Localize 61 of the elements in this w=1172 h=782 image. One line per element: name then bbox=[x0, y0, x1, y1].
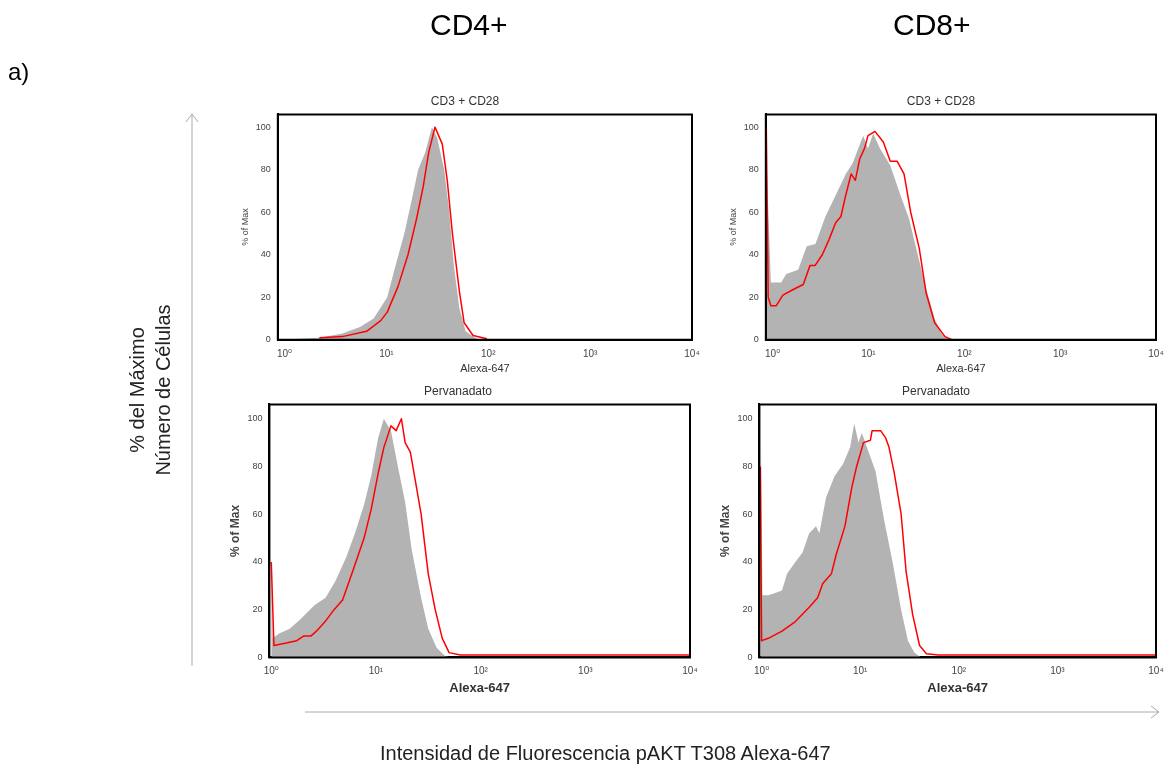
x-tick-label: 10² bbox=[951, 665, 967, 677]
y-tick-label: 40 bbox=[260, 249, 271, 260]
x-axis-title: Alexa-647 bbox=[449, 679, 511, 695]
y-axis-title: % of Max bbox=[727, 207, 738, 246]
y-tick-label: 100 bbox=[255, 121, 271, 132]
x-axis-title: Alexa-647 bbox=[927, 679, 989, 695]
y-axis-title: % of Max bbox=[717, 504, 732, 557]
y-tick-label: 0 bbox=[753, 334, 759, 345]
y-tick-label: 60 bbox=[252, 508, 263, 519]
chart-title: Pervanadato bbox=[901, 383, 971, 398]
x-tick-label: 10² bbox=[481, 347, 497, 359]
y-tick-label: 60 bbox=[742, 508, 753, 519]
x-tick-label: 10² bbox=[473, 665, 489, 677]
x-axis-title: Alexa-647 bbox=[460, 362, 510, 375]
x-tick-label: 10¹ bbox=[852, 665, 869, 677]
x-tick-label: 10⁰ bbox=[765, 347, 781, 359]
y-axis-title: % of Max bbox=[239, 207, 250, 246]
y-tick-label: 80 bbox=[748, 164, 759, 175]
y-tick-label: 100 bbox=[247, 413, 263, 424]
text: CD4+ bbox=[430, 8, 508, 42]
y-tick-label: 80 bbox=[742, 460, 753, 471]
y-tick-label: 20 bbox=[252, 604, 263, 615]
y-tick-label: 40 bbox=[748, 249, 759, 260]
chart-title: Pervanadato bbox=[423, 383, 493, 398]
x-tick-label: 10⁴ bbox=[684, 347, 700, 359]
y-tick-label: 0 bbox=[257, 651, 263, 662]
y-tick-label: 100 bbox=[737, 413, 753, 424]
y-tick-label: 0 bbox=[265, 334, 271, 345]
y-tick-label: 20 bbox=[742, 604, 753, 615]
y-tick-label: 40 bbox=[252, 556, 263, 567]
y-tick-label: 20 bbox=[748, 291, 759, 302]
text: CD8+ bbox=[893, 8, 971, 42]
x-tick-label: 10⁴ bbox=[1148, 347, 1164, 359]
text: a) bbox=[8, 58, 30, 86]
y-tick-label: 80 bbox=[252, 460, 263, 471]
y-tick-label: 20 bbox=[260, 291, 271, 302]
x-tick-label: 10⁰ bbox=[276, 347, 293, 359]
y-tick-label: 60 bbox=[748, 206, 759, 217]
chart-title: CD3 + CD28 bbox=[906, 93, 976, 108]
y-tick-label: 100 bbox=[743, 121, 759, 132]
y-tick-label: 80 bbox=[260, 164, 271, 175]
text: Intensidad de Fluorescencia pAKT T308 Alexa-647 bbox=[380, 742, 831, 765]
x-tick-label: 10² bbox=[957, 347, 973, 359]
x-tick-label: 10³ bbox=[582, 347, 599, 359]
x-tick-label: 10⁴ bbox=[1148, 665, 1164, 677]
x-tick-label: 10¹ bbox=[379, 347, 395, 359]
x-tick-label: 10⁴ bbox=[682, 665, 698, 677]
x-tick-label: 10³ bbox=[1050, 665, 1066, 677]
y-axis-title: % of Max bbox=[227, 504, 242, 557]
y-tick-label: 0 bbox=[747, 651, 753, 662]
x-tick-label: 10³ bbox=[1052, 347, 1069, 359]
chart-title: CD3 + CD28 bbox=[430, 93, 500, 108]
x-tick-label: 10⁰ bbox=[263, 665, 279, 677]
text: % del Máximo Número de Células bbox=[125, 304, 175, 476]
y-tick-label: 60 bbox=[260, 206, 271, 217]
x-tick-label: 10¹ bbox=[861, 347, 877, 359]
x-axis-title: Alexa-647 bbox=[936, 362, 986, 375]
y-tick-label: 40 bbox=[742, 556, 753, 567]
x-tick-label: 10⁰ bbox=[754, 665, 770, 677]
x-tick-label: 10¹ bbox=[368, 665, 384, 677]
x-tick-label: 10³ bbox=[578, 665, 594, 677]
